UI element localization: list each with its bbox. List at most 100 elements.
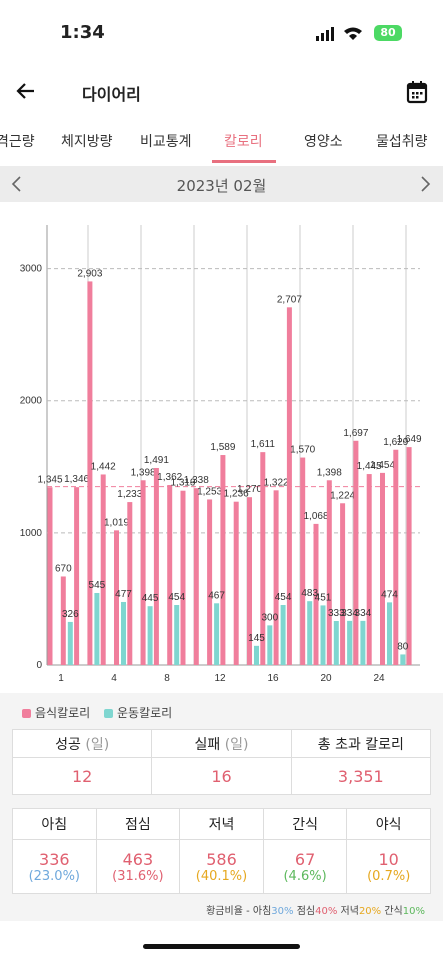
- summary-header-label: 총 초과 칼로리: [317, 736, 404, 753]
- bar: [286, 307, 292, 665]
- y-tick-label: 2000: [20, 396, 43, 407]
- meal-percent: (23.0%): [28, 868, 81, 884]
- bar: [233, 501, 239, 665]
- footer-prefix: 황금비율 -: [206, 906, 253, 917]
- meal-percent: (0.7%): [367, 868, 411, 884]
- bar: [320, 605, 326, 665]
- data-label: 1,491: [144, 455, 169, 466]
- data-label: 1,319: [170, 478, 195, 489]
- meal-value: 463: [122, 849, 154, 869]
- battery: 80: [374, 25, 402, 41]
- calendar-button[interactable]: [406, 80, 428, 104]
- data-label: 1,019: [104, 517, 129, 528]
- status-icons: [316, 27, 362, 41]
- bar: [387, 602, 392, 665]
- summary-header: 성공 (일): [11, 729, 153, 758]
- home-indicator: [143, 944, 300, 949]
- tab[interactable]: 영양소: [304, 134, 343, 150]
- data-label: 334: [355, 608, 372, 619]
- data-label: 1,322: [264, 477, 289, 488]
- data-label: 467: [208, 590, 225, 601]
- chart: 0 1000 2000 3000 1 4 8 12 16 20 24 1,345 670 1,346 2,9…: [20, 225, 422, 684]
- meal-header: 간식: [262, 808, 348, 840]
- bar: [267, 625, 273, 665]
- data-label: 454: [275, 592, 292, 603]
- prev-month[interactable]: [10, 175, 24, 193]
- data-label: 1,445: [357, 461, 382, 472]
- footer-percent: 10%: [402, 906, 425, 917]
- bar: [214, 603, 220, 665]
- bar: [47, 487, 53, 665]
- data-label: 451: [315, 592, 332, 603]
- data-label: 333: [328, 608, 345, 619]
- meal-header: 야식: [346, 808, 431, 840]
- data-label: 1,570: [290, 445, 315, 456]
- data-label: 326: [62, 609, 79, 620]
- bar: [174, 605, 180, 665]
- data-label: 1,611: [251, 439, 276, 450]
- meal-value: 10: [378, 849, 399, 869]
- data-label: 670: [55, 563, 72, 574]
- meal-header: 아침: [12, 808, 97, 840]
- summary-header-unit: (일): [85, 736, 110, 753]
- footer-name: 간식: [384, 906, 403, 917]
- meal-table: 아침 점심 저녁 간식 야식 336 (23.0%) 463 (31.6%) 586 (40.1%…: [12, 808, 431, 894]
- tab[interactable]: 체지방량: [61, 134, 113, 150]
- month-bar: [0, 166, 443, 202]
- bar: [207, 499, 213, 665]
- x-tick-label: 1: [58, 673, 64, 684]
- data-label: 2,903: [77, 268, 102, 279]
- bar: [74, 487, 80, 665]
- bar: [247, 497, 252, 665]
- bar: [60, 576, 66, 665]
- legend-label: 음식칼로리: [35, 706, 91, 720]
- data-label: 1,233: [117, 489, 142, 500]
- bar: [333, 621, 339, 665]
- meal-value: 586: [206, 849, 237, 869]
- meal-value: 336: [39, 849, 70, 869]
- data-label: 1,345: [37, 474, 62, 485]
- bar: [193, 488, 199, 665]
- meal-percent: (31.6%): [112, 868, 164, 884]
- summary-header-unit: (일): [224, 736, 249, 753]
- data-label: 1,253: [197, 486, 222, 497]
- legend-label: 운동칼로리: [117, 706, 173, 720]
- legend-item: 운동칼로리: [104, 704, 172, 721]
- footer-percent: 20%: [358, 906, 382, 917]
- bar: [360, 620, 366, 665]
- footer-percent: 30%: [271, 906, 294, 917]
- tab[interactable]: 격근량: [0, 134, 35, 150]
- data-label: 300: [261, 612, 278, 623]
- data-label: 1,236: [224, 489, 249, 500]
- data-label: 1,362: [157, 472, 182, 483]
- meal-header: 점심: [95, 808, 181, 840]
- bar: [400, 654, 406, 665]
- data-label: 145: [248, 633, 265, 644]
- bar: [167, 485, 173, 665]
- footer-name: 아침: [252, 906, 272, 917]
- x-tick-label: 8: [164, 673, 170, 684]
- data-label: 2,707: [277, 294, 302, 305]
- legend-item: 음식칼로리: [22, 704, 90, 721]
- x-tick-label: 16: [267, 673, 279, 684]
- data-label: 454: [168, 592, 185, 603]
- next-month[interactable]: [418, 175, 432, 193]
- data-label: 477: [115, 589, 132, 600]
- tab-active[interactable]: 칼로리: [224, 134, 263, 150]
- tab[interactable]: 비교통계: [140, 134, 192, 150]
- data-label: 1,068: [303, 511, 328, 522]
- footer-name: 점심: [296, 906, 316, 917]
- back-button[interactable]: [14, 80, 38, 102]
- bar: [347, 620, 353, 665]
- meal-cell: 10 (0.7%): [346, 839, 431, 894]
- bar: [127, 502, 133, 665]
- legend-swatch: [104, 709, 113, 718]
- tab[interactable]: 물섭취량: [376, 134, 428, 150]
- data-label: 1,338: [184, 475, 209, 486]
- summary-header-label: 실패: [194, 736, 221, 753]
- x-tick-label: 24: [373, 673, 385, 684]
- bar: [340, 503, 346, 665]
- bar: [87, 281, 93, 665]
- status-time: 1:34: [60, 22, 105, 43]
